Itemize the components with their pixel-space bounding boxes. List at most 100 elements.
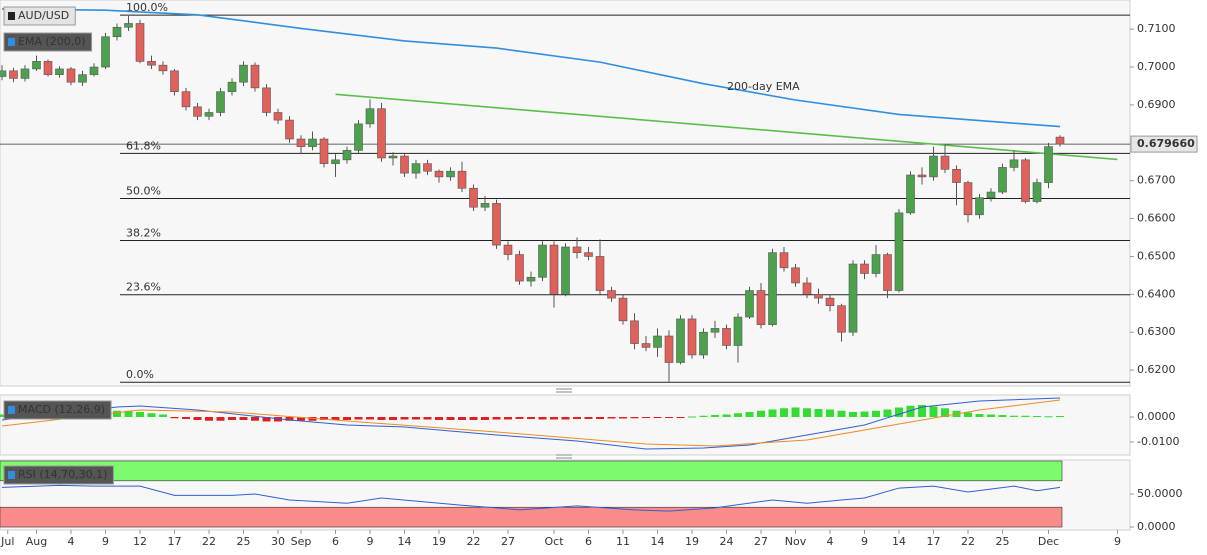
histogram-bar — [849, 412, 857, 417]
histogram-bar — [1010, 415, 1018, 417]
candle-body — [710, 328, 720, 333]
candle-body — [1032, 182, 1042, 202]
histogram-bar — [400, 417, 409, 420]
x-tick-label: 19 — [685, 535, 699, 548]
candle-body — [687, 318, 697, 356]
candle-body — [216, 91, 225, 113]
histogram-bar — [527, 417, 535, 419]
candle-body — [446, 170, 455, 178]
x-tick-label: 9 — [367, 535, 374, 548]
histogram-bar — [113, 410, 121, 417]
candle-body — [1021, 159, 1030, 202]
candle-body — [55, 68, 64, 75]
histogram-bar — [918, 405, 926, 417]
x-tick-label: 14 — [651, 535, 665, 548]
candle-body — [32, 61, 41, 70]
y-tick-label: 0.6300 — [1137, 325, 1176, 338]
x-tick-label: 19 — [432, 535, 446, 548]
candle-body — [400, 155, 409, 174]
y-tick-label: 0.6600 — [1137, 212, 1176, 225]
y-tick-label: 0.6400 — [1137, 287, 1176, 300]
candle-body — [308, 138, 317, 147]
candle-body — [89, 66, 99, 75]
candle-body — [377, 108, 386, 159]
histogram-bar — [642, 417, 650, 418]
histogram-bar — [975, 414, 984, 417]
histogram-bar — [745, 412, 754, 417]
candle-body — [515, 254, 524, 282]
candle-body — [239, 64, 248, 83]
rsi-band — [0, 460, 1063, 482]
histogram-bar — [550, 417, 558, 420]
candle-body — [0, 70, 7, 77]
x-tick-label: 22 — [961, 535, 975, 548]
macd-line — [1, 397, 1061, 450]
x-tick-label: 17 — [927, 535, 941, 548]
histogram-bar — [469, 417, 478, 420]
x-tick-label: Dec — [1038, 535, 1059, 548]
histogram-bar — [941, 408, 949, 417]
y-tick-label: 0.6500 — [1137, 249, 1176, 262]
x-tick-label: 4 — [68, 535, 75, 548]
histogram-bar — [860, 411, 869, 417]
x-tick-label: 27 — [501, 535, 515, 548]
histogram-bar — [757, 410, 765, 417]
candle-body — [319, 138, 329, 164]
resize-handle[interactable] — [556, 388, 572, 393]
candle-body — [572, 246, 582, 253]
candle-body — [986, 191, 996, 199]
x-tick-label: 14 — [398, 535, 412, 548]
candle-body — [998, 167, 1007, 193]
histogram-bar — [584, 417, 593, 419]
histogram-bar — [998, 415, 1007, 417]
x-tick-label: Jul — [0, 535, 14, 548]
candle-body — [618, 297, 628, 322]
candle-body — [43, 61, 53, 75]
label-text: EMA (200,0) — [18, 35, 86, 48]
histogram-bar — [458, 417, 466, 420]
label-text: AUD/USD — [18, 9, 69, 22]
histogram-bar — [619, 417, 627, 419]
histogram-bar — [515, 417, 524, 419]
label-box — [3, 400, 112, 420]
histogram-bar — [446, 417, 455, 420]
candle-body — [929, 155, 938, 178]
candle-body — [699, 331, 708, 356]
histogram-bar — [699, 415, 708, 417]
histogram-bar — [389, 417, 397, 420]
candle-body — [204, 112, 214, 117]
x-tick-label: 11 — [616, 535, 630, 548]
candle-body — [434, 170, 444, 178]
overlay-line — [1, 8, 1061, 128]
histogram-bar — [262, 417, 271, 422]
x-tick-label: 9 — [861, 535, 868, 548]
x-tick-label: 17 — [168, 535, 182, 548]
candle-body — [9, 70, 18, 79]
histogram-bar — [228, 417, 236, 420]
histogram-bar — [872, 410, 880, 417]
resize-handle[interactable] — [556, 454, 572, 459]
x-tick-label: Nov — [785, 535, 807, 548]
macd-panel — [0, 394, 1131, 456]
candle-body — [1009, 159, 1019, 168]
histogram-bar — [814, 409, 823, 417]
y-tick-label: 0.6700 — [1137, 174, 1176, 187]
candle-body — [112, 26, 122, 38]
histogram-bar — [676, 417, 685, 418]
histogram-bar — [297, 417, 305, 421]
candle-body — [101, 36, 110, 68]
label-box — [3, 6, 76, 26]
histogram-bar — [895, 407, 903, 417]
fib-label: 23.6% — [126, 281, 161, 294]
candle-body — [768, 252, 777, 325]
histogram-bar — [653, 417, 662, 418]
candle-body — [676, 318, 685, 363]
label-icon — [8, 38, 15, 46]
candle-body — [262, 87, 271, 113]
candle-body — [285, 119, 294, 140]
histogram-bar — [170, 417, 179, 419]
histogram-bar — [205, 417, 213, 421]
histogram-bar — [308, 417, 317, 421]
x-tick-label: 27 — [754, 535, 768, 548]
x-tick-label: 6 — [332, 535, 339, 548]
